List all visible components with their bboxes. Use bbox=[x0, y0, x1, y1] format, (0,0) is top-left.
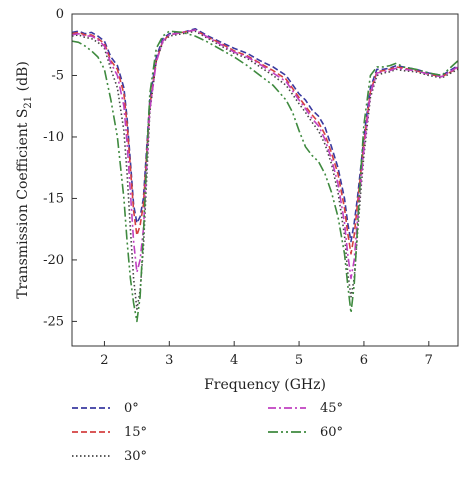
legend-label: 0° bbox=[124, 401, 139, 416]
x-tick-label: 4 bbox=[230, 353, 238, 368]
legend-label: 60° bbox=[320, 425, 343, 440]
legend-label: 30° bbox=[124, 449, 147, 464]
y-axis-title-unit: (dB) bbox=[15, 61, 31, 96]
x-tick-label: 3 bbox=[165, 353, 173, 368]
legend-label: 45° bbox=[320, 401, 343, 416]
y-axis-title-main: Transmission Coefficient S bbox=[15, 109, 31, 299]
axis-ticks: 2 3 4 5 6 7 0 -5 -10 -15 -20 -25 bbox=[43, 7, 433, 368]
x-tick-label: 2 bbox=[100, 353, 108, 368]
x-tick-label: 7 bbox=[425, 353, 433, 368]
y-tick-label: -25 bbox=[43, 314, 64, 329]
y-tick-label: -10 bbox=[43, 130, 64, 145]
y-axis-title-subscript: 21 bbox=[23, 96, 34, 109]
y-tick-label: -15 bbox=[43, 191, 64, 206]
x-axis-title: Frequency (GHz) bbox=[204, 377, 326, 393]
series-line-0 bbox=[71, 28, 459, 243]
series-line-2 bbox=[71, 30, 459, 310]
x-tick-label: 5 bbox=[295, 353, 303, 368]
plot-frame bbox=[71, 13, 459, 347]
series-line-4 bbox=[71, 30, 459, 323]
y-tick-label: -20 bbox=[43, 253, 64, 268]
x-tick-label: 6 bbox=[360, 353, 368, 368]
y-tick-label: -5 bbox=[51, 68, 64, 83]
y-axis-title: Transmission Coefficient S21 (dB) bbox=[15, 61, 34, 299]
legend: 0° 15° 30° 45° 60° bbox=[72, 401, 343, 464]
y-tick-label: 0 bbox=[56, 7, 64, 22]
legend-label: 15° bbox=[124, 425, 147, 440]
plot-lines bbox=[71, 28, 459, 323]
series-line-3 bbox=[71, 29, 459, 280]
